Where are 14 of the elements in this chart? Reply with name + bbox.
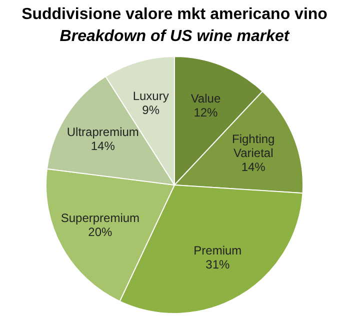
data-label: 14% <box>90 138 116 153</box>
slice-label: Value <box>190 91 221 106</box>
data-label: 20% <box>88 225 113 240</box>
chart-title: Suddivisione valore mkt americano vino <box>20 6 328 24</box>
slice-label: Fighting Varietal <box>232 132 275 160</box>
slice-label: Superpremium <box>60 211 140 226</box>
chart-subtitle: Breakdown of US wine market <box>58 28 291 46</box>
slice-label: Premium <box>194 243 242 258</box>
data-label: 14% <box>241 160 266 174</box>
data-label: 12% <box>194 105 218 120</box>
data-label: 9% <box>142 102 160 117</box>
data-label: 31% <box>206 257 230 272</box>
slice-label: Ultrapremium <box>66 124 139 139</box>
slice-label: Luxury <box>132 88 169 103</box>
